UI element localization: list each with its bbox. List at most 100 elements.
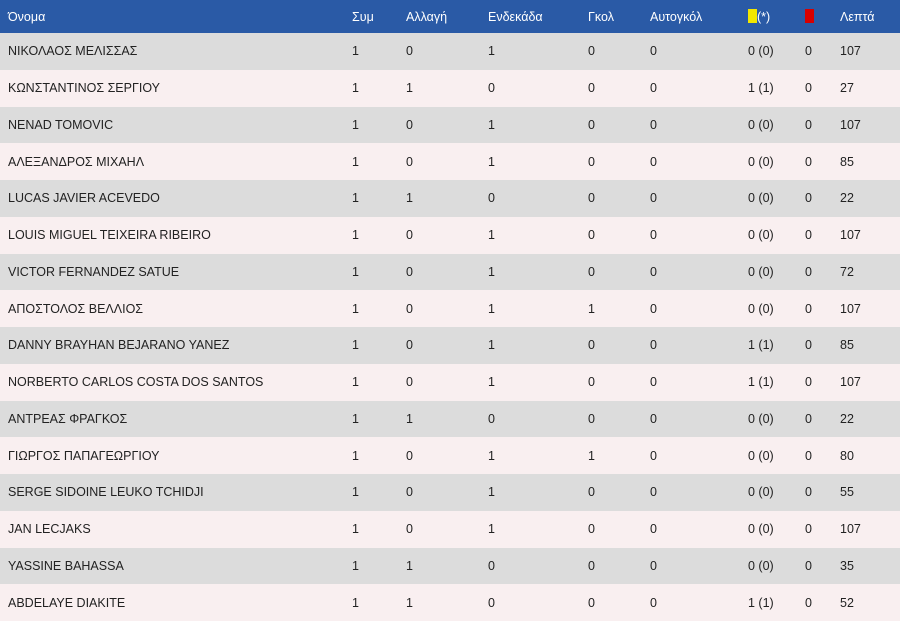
minutes-cell: 107 <box>840 301 861 316</box>
minutes-cell: 72 <box>840 264 854 279</box>
red-cards-cell: 0 <box>805 522 812 537</box>
red-cards-cell: 0 <box>805 191 812 206</box>
yellow-cards-cell: 0 (0) <box>748 558 774 573</box>
sub-cell: 1 <box>406 191 413 206</box>
table-row[interactable]: ΚΩΝΣΤΑΝΤΙΝΟΣ ΣΕΡΓΙΟΥ 1 1 0 0 0 1 (1) 0 27 <box>0 69 900 107</box>
starter-cell: 1 <box>488 485 495 500</box>
goals-cell: 1 <box>588 448 595 463</box>
red-cards-cell: 0 <box>805 44 812 59</box>
player-name[interactable]: ΑΛΕΞΑΝΔΡΟΣ ΜΙΧΑΗΛ <box>8 154 145 169</box>
own-goals-cell: 0 <box>650 411 657 426</box>
own-goals-cell: 0 <box>650 558 657 573</box>
table-row[interactable]: ΝΙΚΟΛΑΟΣ ΜΕΛΙΣΣΑΣ 1 0 1 0 0 0 (0) 0 107 <box>0 33 900 70</box>
table-body: ΝΙΚΟΛΑΟΣ ΜΕΛΙΣΣΑΣ 1 0 1 0 0 0 (0) 0 107 ΚΩΝΣΤΑΝΤΙ… <box>0 33 900 621</box>
table-row[interactable]: VICTOR FERNANDEZ SATUE 1 0 1 0 0 0 (0) 0 72 <box>0 253 900 291</box>
header-apps[interactable]: Συμ <box>352 9 374 24</box>
yellow-cards-cell: 0 (0) <box>748 117 774 132</box>
apps-cell: 1 <box>352 375 359 390</box>
header-name[interactable]: Όνομα <box>8 9 46 24</box>
sub-cell: 0 <box>406 117 413 132</box>
player-name[interactable]: ΚΩΝΣΤΑΝΤΙΝΟΣ ΣΕΡΓΙΟΥ <box>8 81 160 96</box>
table-row[interactable]: ABDELAYE DIAKITE 1 1 0 0 0 1 (1) 0 52 <box>0 584 900 621</box>
player-name[interactable]: ΑΠΟΣΤΟΛΟΣ ΒΕΛΛΙΟΣ <box>8 301 144 316</box>
yellow-cards-cell: 0 (0) <box>748 191 774 206</box>
player-name[interactable]: LOUIS MIGUEL TEIXEIRA RIBEIRO <box>8 228 211 243</box>
player-name[interactable]: ΝΙΚΟΛΑΟΣ ΜΕΛΙΣΣΑΣ <box>8 44 138 59</box>
apps-cell: 1 <box>352 338 359 353</box>
table-row[interactable]: LOUIS MIGUEL TEIXEIRA RIBEIRO 1 0 1 0 0 0 (0) 0… <box>0 216 900 254</box>
red-cards-cell: 0 <box>805 375 812 390</box>
apps-cell: 1 <box>352 264 359 279</box>
minutes-cell: 22 <box>840 191 854 206</box>
player-name[interactable]: YASSINE BAHASSA <box>8 558 124 573</box>
starter-cell: 1 <box>488 154 495 169</box>
header-red-cards[interactable] <box>805 0 840 33</box>
table-row[interactable]: LUCAS JAVIER ACEVEDO 1 1 0 0 0 0 (0) 0 22 <box>0 180 900 217</box>
header-yellow-cards[interactable]: (*) <box>748 0 805 33</box>
starter-cell: 0 <box>488 81 495 96</box>
own-goals-cell: 0 <box>650 375 657 390</box>
player-name[interactable]: DANNY BRAYHAN BEJARANO YANEZ <box>8 338 230 353</box>
header-minutes[interactable]: Λεπτά <box>840 9 875 24</box>
table-row[interactable]: NENAD TOMOVIC 1 0 1 0 0 0 (0) 0 107 <box>0 106 900 144</box>
minutes-cell: 85 <box>840 338 854 353</box>
table-row[interactable]: NORBERTO CARLOS COSTA DOS SANTOS 1 0 1 0 0 1 (… <box>0 363 900 401</box>
yellow-cards-cell: 0 (0) <box>748 522 774 537</box>
apps-cell: 1 <box>352 485 359 500</box>
yellow-cards-cell: 1 (1) <box>748 81 774 96</box>
own-goals-cell: 0 <box>650 44 657 59</box>
yellow-cards-cell: 0 (0) <box>748 485 774 500</box>
player-name[interactable]: SERGE SIDOINE LEUKO TCHIDJI <box>8 485 204 500</box>
table-row[interactable]: JAN LECJAKS 1 0 1 0 0 0 (0) 0 107 <box>0 510 900 548</box>
header-sub[interactable]: Αλλαγή <box>406 9 448 24</box>
apps-cell: 1 <box>352 595 359 610</box>
red-cards-cell: 0 <box>805 595 812 610</box>
header-own-goals[interactable]: Αυτογκόλ <box>650 9 703 24</box>
player-name[interactable]: NENAD TOMOVIC <box>8 117 114 132</box>
red-cards-cell: 0 <box>805 558 812 573</box>
own-goals-cell: 0 <box>650 448 657 463</box>
player-name[interactable]: NORBERTO CARLOS COSTA DOS SANTOS <box>8 375 264 390</box>
minutes-cell: 107 <box>840 44 861 59</box>
goals-cell: 0 <box>588 485 595 500</box>
table-row[interactable]: ΑΠΟΣΤΟΛΟΣ ΒΕΛΛΙΟΣ 1 0 1 1 0 0 (0) 0 107 <box>0 290 900 327</box>
player-name[interactable]: JAN LECJAKS <box>8 522 91 537</box>
goals-cell: 0 <box>588 44 595 59</box>
apps-cell: 1 <box>352 117 359 132</box>
red-cards-cell: 0 <box>805 301 812 316</box>
starter-cell: 1 <box>488 228 495 243</box>
minutes-cell: 107 <box>840 117 861 132</box>
red-cards-cell: 0 <box>805 485 812 500</box>
player-name[interactable]: LUCAS JAVIER ACEVEDO <box>8 191 160 206</box>
table-row[interactable]: SERGE SIDOINE LEUKO TCHIDJI 1 0 1 0 0 0 (0) 0 55 <box>0 474 900 511</box>
header-goals[interactable]: Γκολ <box>588 9 614 24</box>
sub-cell: 0 <box>406 228 413 243</box>
starter-cell: 1 <box>488 264 495 279</box>
goals-cell: 0 <box>588 191 595 206</box>
player-name[interactable]: ΓΙΩΡΓΟΣ ΠΑΠΑΓΕΩΡΓΙΟΥ <box>8 448 160 463</box>
table-row[interactable]: ΑΛΕΞΑΝΔΡΟΣ ΜΙΧΑΗΛ 1 0 1 0 0 0 (0) 0 85 <box>0 143 900 180</box>
own-goals-cell: 0 <box>650 485 657 500</box>
red-card-icon <box>805 9 814 23</box>
sub-cell: 1 <box>406 558 413 573</box>
goals-cell: 0 <box>588 228 595 243</box>
starter-cell: 0 <box>488 595 495 610</box>
yellow-cards-cell: 0 (0) <box>748 154 774 169</box>
goals-cell: 0 <box>588 264 595 279</box>
red-cards-cell: 0 <box>805 154 812 169</box>
player-name[interactable]: ΑΝΤΡΕΑΣ ΦΡΑΓΚΟΣ <box>8 411 128 426</box>
goals-cell: 0 <box>588 375 595 390</box>
header-starter[interactable]: Ενδεκάδα <box>488 9 543 24</box>
header-yellow-suffix: (*) <box>757 10 771 24</box>
apps-cell: 1 <box>352 558 359 573</box>
table-row[interactable]: ΑΝΤΡΕΑΣ ΦΡΑΓΚΟΣ 1 1 0 0 0 0 (0) 0 22 <box>0 400 900 438</box>
sub-cell: 0 <box>406 44 413 59</box>
minutes-cell: 22 <box>840 411 854 426</box>
sub-cell: 0 <box>406 338 413 353</box>
own-goals-cell: 0 <box>650 301 657 316</box>
player-name[interactable]: ABDELAYE DIAKITE <box>8 595 126 610</box>
table-row[interactable]: DANNY BRAYHAN BEJARANO YANEZ 1 0 1 0 0 1 (1) 0 8… <box>0 327 900 364</box>
player-name[interactable]: VICTOR FERNANDEZ SATUE <box>8 264 180 279</box>
table-row[interactable]: YASSINE BAHASSA 1 1 0 0 0 0 (0) 0 35 <box>0 547 900 585</box>
table-row[interactable]: ΓΙΩΡΓΟΣ ΠΑΠΑΓΕΩΡΓΙΟΥ 1 0 1 1 0 0 (0) 0 80 <box>0 437 900 474</box>
